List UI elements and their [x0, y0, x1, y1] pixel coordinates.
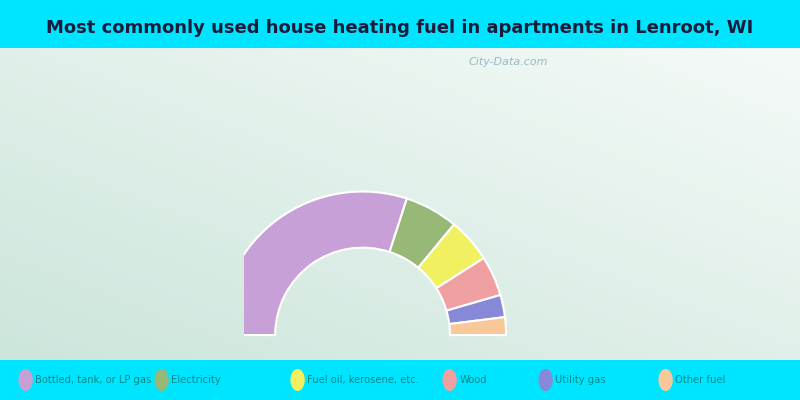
Text: Utility gas: Utility gas — [555, 375, 606, 385]
Wedge shape — [446, 295, 505, 324]
Ellipse shape — [442, 369, 457, 391]
Wedge shape — [418, 224, 484, 288]
Ellipse shape — [658, 369, 673, 391]
Wedge shape — [219, 192, 407, 335]
Text: Fuel oil, kerosene, etc.: Fuel oil, kerosene, etc. — [307, 375, 419, 385]
Ellipse shape — [538, 369, 553, 391]
Text: City-Data.com: City-Data.com — [469, 57, 548, 67]
Ellipse shape — [18, 369, 33, 391]
Text: Electricity: Electricity — [171, 375, 221, 385]
Wedge shape — [436, 258, 500, 311]
Text: Most commonly used house heating fuel in apartments in Lenroot, WI: Most commonly used house heating fuel in… — [46, 19, 754, 37]
Wedge shape — [390, 198, 454, 268]
Text: Other fuel: Other fuel — [675, 375, 726, 385]
Ellipse shape — [154, 369, 169, 391]
Text: Wood: Wood — [459, 375, 487, 385]
Ellipse shape — [290, 369, 305, 391]
Text: Bottled, tank, or LP gas: Bottled, tank, or LP gas — [35, 375, 151, 385]
Wedge shape — [450, 317, 506, 335]
